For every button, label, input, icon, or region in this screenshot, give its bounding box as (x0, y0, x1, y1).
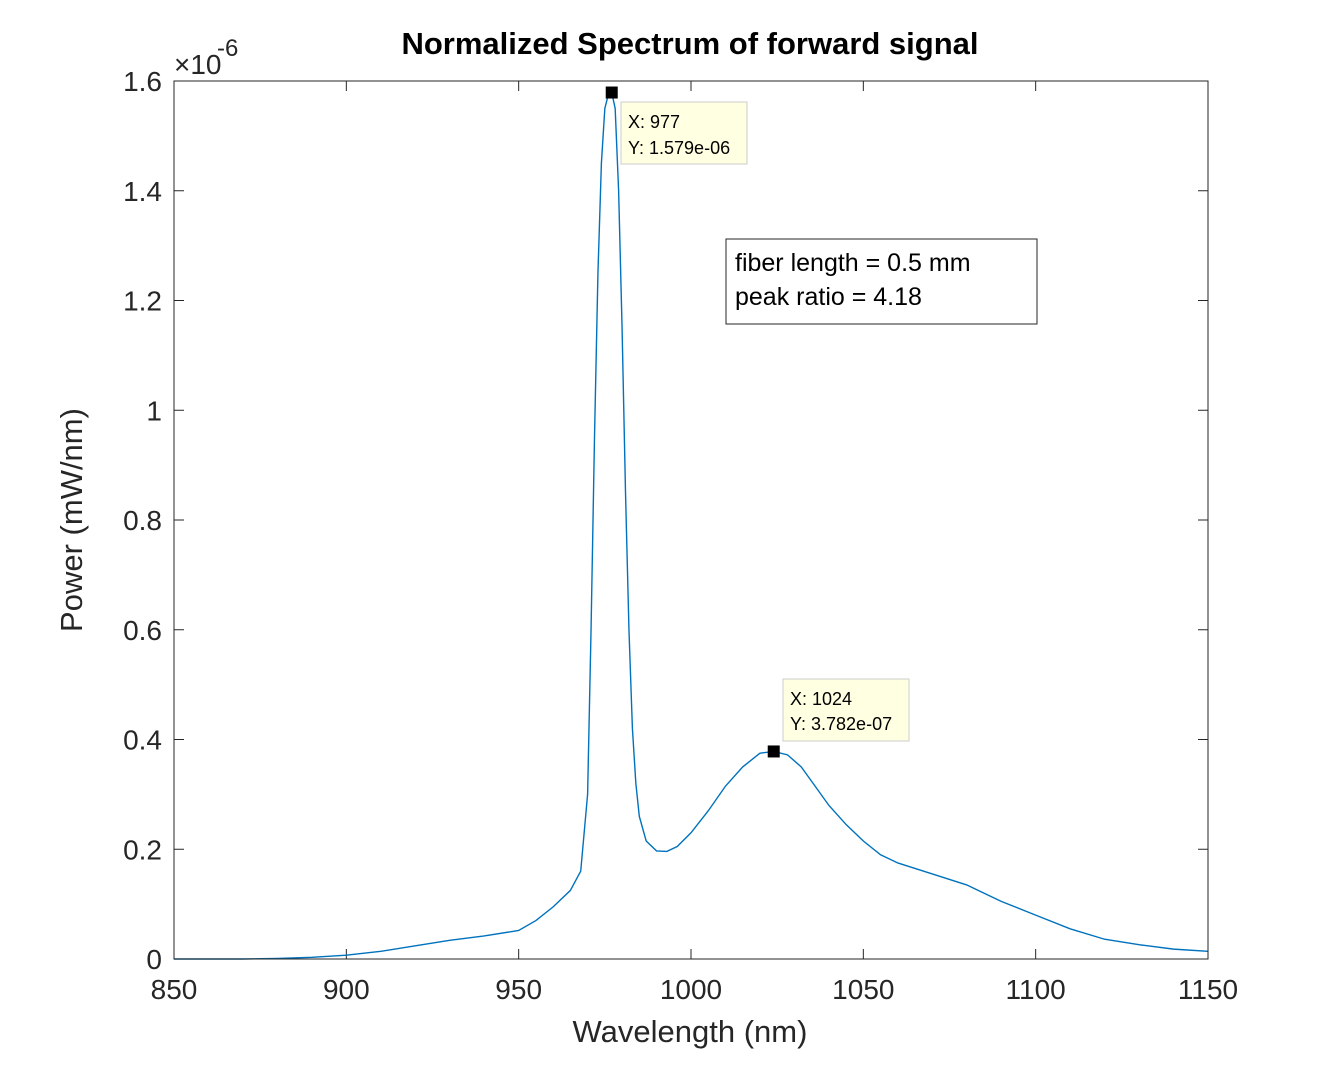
fiber-length-text: fiber length = 0.5 mm (735, 249, 971, 277)
data-tip-y: Y: 1.579e-06 (628, 138, 730, 158)
y-tick-label: 1 (146, 395, 162, 426)
spectrum-series-line (174, 91, 1209, 960)
y-tick-labels: 0 0.2 0.4 0.6 0.8 1 1.2 1.4 1.6 (123, 66, 162, 975)
data-tip-markers (605, 86, 780, 758)
y-tick-label: 1.6 (123, 66, 162, 97)
x-tick-label: 1000 (660, 974, 722, 1005)
x-tick-label: 900 (323, 974, 370, 1005)
x-tick-label: 1150 (1178, 974, 1238, 1005)
data-tip-box (620, 101, 748, 165)
y-tick-label: 0.8 (123, 505, 162, 536)
x-tick-label: 950 (495, 974, 542, 1005)
x-tick-label: 1100 (1006, 974, 1066, 1005)
peak-ratio-text: peak ratio = 4.18 (735, 283, 922, 311)
data-tip-x: X: 1024 (790, 689, 852, 709)
x-tick-label: 850 (151, 974, 198, 1005)
info-box-frame (725, 238, 1038, 325)
plot-frame (173, 80, 1209, 960)
y-exponent-power: -6 (217, 35, 238, 62)
y-axis-label: Power (mW/nm) (54, 408, 89, 632)
y-exponent-base: ×10 (174, 49, 222, 80)
plot-area (174, 81, 1208, 959)
x-tick-labels: 850 900 950 1000 1050 1100 1150 (151, 974, 1238, 1005)
data-tip-box (782, 678, 910, 742)
x-axis-label: Wavelength (nm) (573, 1014, 808, 1049)
y-tick-label: 0.6 (123, 615, 162, 646)
y-tick-label: 0.4 (123, 725, 162, 756)
data-tip-peak-1[interactable]: X: 977 Y: 1.579e-06 (620, 101, 748, 165)
data-tip-marker[interactable] (767, 745, 780, 758)
data-tip-y: Y: 3.782e-07 (790, 714, 892, 734)
x-tick-label: 1050 (832, 974, 894, 1005)
chart-title: Normalized Spectrum of forward signal (401, 26, 978, 61)
info-text-box: fiber length = 0.5 mm peak ratio = 4.18 (725, 238, 1038, 325)
data-tip-x: X: 977 (628, 112, 680, 132)
y-tick-label: 0 (146, 944, 162, 975)
y-tick-label: 1.4 (123, 176, 162, 207)
y-tick-label: 1.2 (123, 286, 162, 317)
data-tip-marker[interactable] (605, 86, 618, 99)
y-tick-label: 0.2 (123, 834, 162, 865)
data-tip-peak-2[interactable]: X: 1024 Y: 3.782e-07 (782, 678, 910, 742)
